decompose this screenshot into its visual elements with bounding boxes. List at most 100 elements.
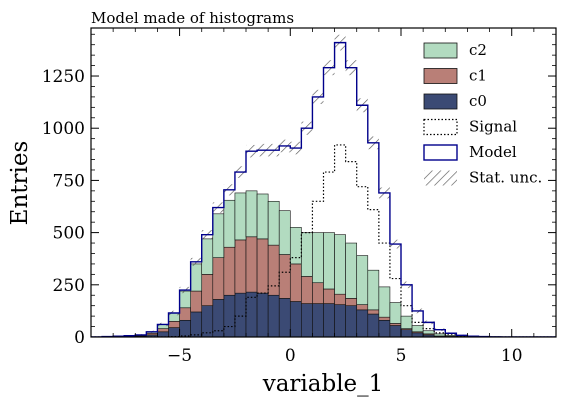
plot-frame bbox=[90, 27, 557, 338]
bin-c1 bbox=[345, 298, 358, 306]
bin-c0 bbox=[245, 291, 258, 337]
bin-c1 bbox=[367, 309, 380, 315]
bin-c1 bbox=[201, 274, 214, 306]
bin-c1 bbox=[245, 236, 258, 293]
bin-c0 bbox=[157, 331, 169, 337]
bin-c0 bbox=[278, 298, 291, 337]
bin-c1 bbox=[389, 323, 402, 326]
y-axis-label: Entries bbox=[7, 141, 33, 226]
stacked-histograms bbox=[123, 190, 468, 337]
model-line bbox=[91, 41, 556, 337]
legend-label: c1 bbox=[469, 67, 487, 85]
bin-c0 bbox=[256, 292, 269, 337]
signal-line bbox=[91, 144, 556, 337]
bin-c1 bbox=[157, 328, 169, 333]
bin-c1 bbox=[356, 304, 369, 311]
bin-c0 bbox=[312, 303, 324, 337]
bin-c2 bbox=[256, 193, 269, 240]
bin-c0 bbox=[367, 313, 380, 337]
bin-c0 bbox=[389, 325, 402, 337]
legend-swatch bbox=[423, 118, 458, 136]
bin-c2 bbox=[278, 210, 291, 255]
bin-c0 bbox=[190, 311, 203, 337]
bin-c2 bbox=[433, 333, 446, 337]
bin-c2 bbox=[312, 232, 324, 284]
bin-c0 bbox=[212, 299, 225, 337]
bin-c0 bbox=[234, 292, 247, 337]
bin-c0 bbox=[400, 329, 413, 337]
legend-label: c0 bbox=[469, 92, 487, 110]
bin-c1 bbox=[334, 293, 346, 305]
axis-ticks: −5 0 5 10 0 250 500 750 1000 1250 bbox=[42, 28, 557, 366]
bin-c2 bbox=[301, 232, 313, 277]
x-tick-label: 0 bbox=[285, 346, 296, 366]
bin-c2 bbox=[400, 315, 413, 329]
bin-c1 bbox=[267, 244, 280, 296]
bin-c2 bbox=[267, 200, 280, 246]
legend-swatch bbox=[423, 68, 458, 84]
bin-c0 bbox=[411, 332, 424, 337]
bin-c0 bbox=[289, 301, 302, 337]
bin-c1 bbox=[223, 246, 236, 296]
y-tick-label: 500 bbox=[53, 224, 85, 244]
bin-c2 bbox=[422, 330, 435, 335]
bin-c2 bbox=[245, 190, 258, 238]
bin-c0 bbox=[323, 303, 335, 337]
x-axis-label: variable_1 bbox=[262, 371, 384, 397]
bin-c0 bbox=[356, 309, 369, 337]
bin-c1 bbox=[168, 321, 180, 328]
x-tick-label: 5 bbox=[396, 346, 407, 366]
bin-c1 bbox=[378, 316, 391, 321]
bin-c2 bbox=[367, 269, 380, 311]
bin-c2 bbox=[201, 238, 214, 275]
bin-c0 bbox=[345, 305, 358, 337]
y-tick-label: 250 bbox=[53, 276, 85, 296]
bin-c1 bbox=[212, 257, 225, 300]
bin-c0 bbox=[179, 319, 191, 337]
y-tick-label: 1000 bbox=[42, 119, 85, 139]
x-tick-label: −5 bbox=[167, 346, 192, 366]
bin-c2 bbox=[179, 290, 191, 309]
legend-swatch bbox=[423, 42, 458, 59]
bin-c1 bbox=[301, 276, 313, 304]
y-tick-label: 1250 bbox=[42, 67, 85, 87]
bin-c0 bbox=[223, 294, 236, 337]
bin-c1 bbox=[190, 290, 203, 313]
legend-label: c2 bbox=[469, 41, 487, 59]
bin-c2 bbox=[345, 242, 358, 299]
bin-c2 bbox=[411, 325, 424, 333]
bin-c2 bbox=[356, 255, 369, 305]
model-series bbox=[91, 41, 556, 337]
bin-c0 bbox=[267, 294, 280, 337]
signal-series bbox=[91, 144, 556, 337]
bin-c1 bbox=[312, 282, 324, 304]
bin-c2 bbox=[334, 234, 346, 295]
bin-c0 bbox=[301, 303, 313, 337]
bin-c1 bbox=[256, 238, 269, 294]
bin-c2 bbox=[212, 213, 225, 258]
bin-c1 bbox=[234, 239, 247, 294]
bin-c2 bbox=[289, 227, 302, 265]
legend-label: Model bbox=[469, 143, 517, 161]
legend-swatch bbox=[423, 144, 458, 161]
bin-c2 bbox=[223, 199, 236, 248]
bin-c2 bbox=[234, 192, 247, 241]
bin-c2 bbox=[378, 286, 391, 318]
bin-c0 bbox=[168, 327, 180, 337]
y-tick-label: 750 bbox=[53, 171, 85, 191]
legend-swatch bbox=[423, 93, 458, 110]
legend-swatch bbox=[424, 170, 457, 186]
bin-c0 bbox=[378, 319, 391, 337]
legend-label: Stat. unc. bbox=[469, 169, 542, 187]
bin-c1 bbox=[179, 307, 191, 321]
bin-c0 bbox=[334, 304, 346, 337]
y-tick-label: 0 bbox=[74, 328, 85, 348]
bin-c2 bbox=[323, 232, 335, 290]
x-tick-label: 10 bbox=[501, 346, 523, 366]
bin-c1 bbox=[323, 288, 335, 304]
bin-c1 bbox=[289, 263, 302, 302]
legend-label: Signal bbox=[469, 118, 517, 136]
bin-c1 bbox=[278, 254, 291, 299]
legend: c2 c1 c0 Signal Model Stat. unc. bbox=[423, 41, 542, 187]
